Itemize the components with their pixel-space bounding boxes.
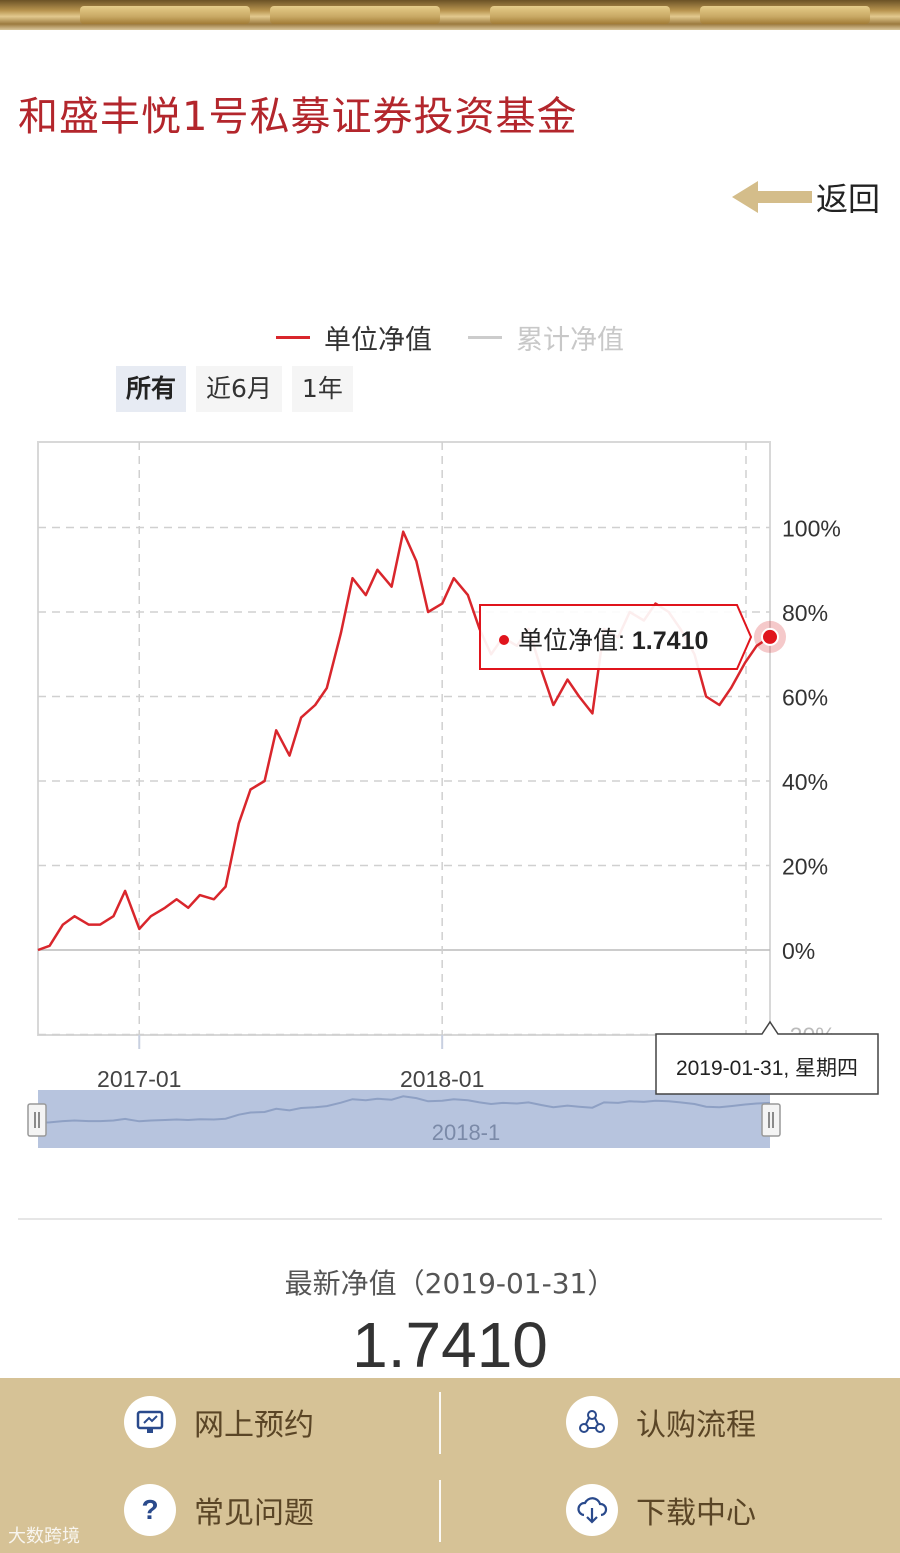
x-tick-label: 2017-01 (97, 1066, 181, 1092)
legend-label: 单位净值 (324, 325, 432, 356)
header-banner-image (0, 0, 900, 30)
range-all-button[interactable]: 所有 (116, 366, 187, 412)
back-arrow-icon (731, 181, 812, 213)
legend-item-cumulative-nav[interactable]: 累计净值 (468, 318, 624, 357)
online-booking-button[interactable]: 网上预约 (124, 1396, 314, 1448)
value-tooltip-box (479, 604, 753, 670)
hover-point-marker (761, 627, 779, 646)
legend-item-unit-nav[interactable]: 单位净值 (276, 318, 432, 357)
tooltip-value: 1.7410 (632, 627, 708, 655)
back-button[interactable]: 返回 (731, 174, 880, 220)
y-tick-label: 80% (782, 600, 828, 626)
date-tooltip-text: 2019-01-31, 星期四 (676, 1057, 858, 1080)
tooltip-value-text: 单位净值: 1.7410 (518, 627, 708, 655)
plot-area (37, 441, 771, 1036)
back-label: 返回 (815, 180, 880, 218)
latest-nav-value: 1.7410 (352, 1309, 548, 1381)
range-selector: 所有 近6月 1年 (116, 366, 353, 412)
footer-divider (439, 1480, 441, 1542)
range-1y-button[interactable]: 1年 (291, 366, 353, 412)
legend-label: 累计净值 (516, 325, 624, 356)
footer-button-label: 网上预约 (194, 1408, 314, 1443)
subscription-process-button[interactable]: 认购流程 (566, 1396, 756, 1448)
watermark-logo: 大数跨境 (8, 1522, 80, 1548)
question-icon: ? (124, 1484, 176, 1536)
range-6m-button[interactable]: 近6月 (196, 366, 282, 412)
monitor-icon (124, 1396, 176, 1448)
footer-divider (439, 1392, 441, 1454)
x-tick-label: 2018-01 (400, 1066, 484, 1092)
flow-icon (566, 1396, 618, 1448)
cloud-download-icon (566, 1484, 618, 1536)
download-center-button[interactable]: 下载中心 (566, 1484, 756, 1536)
y-tick-label: 100% (782, 516, 841, 542)
footer-menu: 网上预约 认购流程 ? 常见问题 下载中心 (0, 1378, 900, 1553)
y-tick-label: 60% (782, 685, 828, 711)
footer-button-label: 常见问题 (194, 1496, 314, 1531)
footer-button-label: 下载中心 (636, 1496, 756, 1531)
navigator-handle-left[interactable] (27, 1103, 47, 1137)
legend-line-icon (276, 336, 310, 339)
y-tick-label: 40% (782, 769, 828, 795)
navigator-label: 2018-1 (432, 1120, 501, 1145)
divider (18, 1218, 882, 1220)
latest-nav-label: 最新净值（2019-01-31） (284, 1267, 616, 1300)
y-tick-label: 0% (782, 938, 815, 964)
legend-line-icon (468, 336, 502, 339)
navigator-area (38, 1090, 770, 1148)
y-tick-label: 20% (782, 854, 828, 880)
faq-button[interactable]: ? 常见问题 (124, 1484, 314, 1536)
watermark-text: 大数跨境 (8, 1526, 80, 1547)
nav-line-chart[interactable]: 100%80%60%40%20%0%-20%2017-012018-012018… (0, 430, 900, 1170)
navigator-series-line (37, 1095, 771, 1124)
date-tooltip-box (655, 1020, 879, 1095)
tooltip-series-label: 单位净值: (518, 627, 632, 655)
chart-legend: 单位净值 累计净值 (0, 318, 900, 357)
navigator-handle-right[interactable] (761, 1103, 781, 1137)
tooltip-series-dot (499, 635, 509, 645)
page-title: 和盛丰悦1号私募证券投资基金 (18, 94, 578, 140)
footer-button-label: 认购流程 (636, 1408, 756, 1443)
